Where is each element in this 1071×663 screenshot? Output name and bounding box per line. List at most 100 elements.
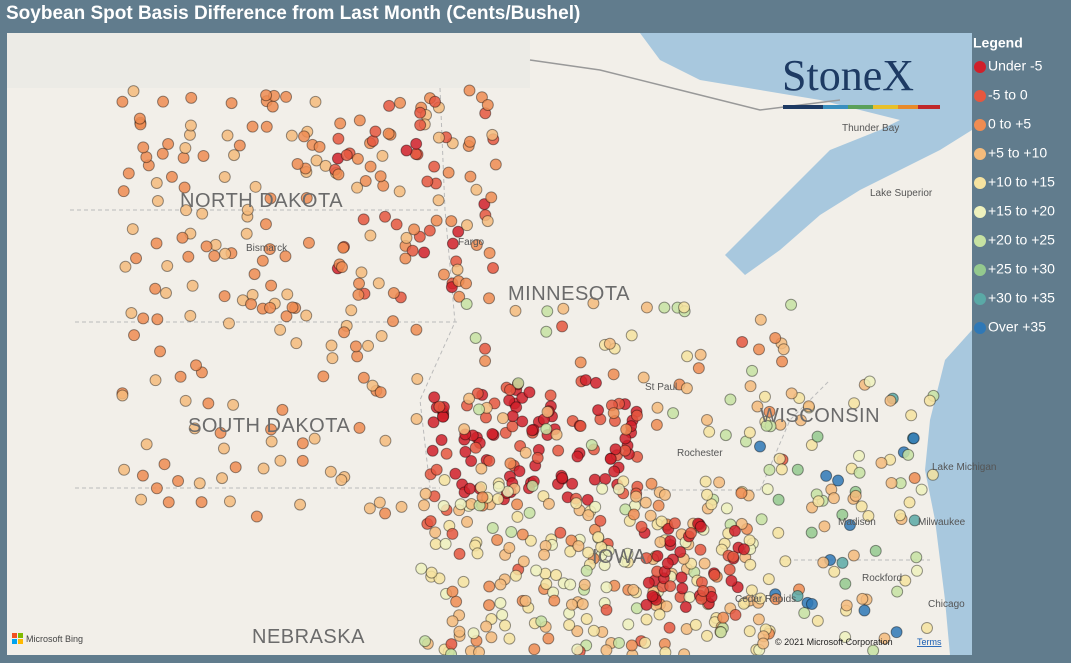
location-dot [600,603,613,616]
location-dot [698,557,711,570]
location-dot [176,231,189,244]
location-dot [473,646,486,655]
location-dot [483,454,496,467]
location-dot [376,149,389,162]
location-dot [476,491,489,504]
location-dot [891,585,904,598]
location-dot [126,223,139,236]
location-dot [713,476,726,489]
location-dot [550,428,563,441]
location-dot [869,544,882,557]
location-dot [571,450,584,463]
location-dot [653,608,666,621]
location-dot [122,167,135,180]
place-label: Lake Superior [870,188,933,199]
location-dot [294,498,307,511]
location-dot [499,619,512,632]
location-dot [451,263,464,276]
location-dot [351,181,364,194]
location-dot [915,483,928,496]
location-dot [150,482,163,495]
location-dot [516,528,529,541]
location-dot [430,463,443,476]
location-dot [446,585,459,598]
location-dot [763,405,776,418]
location-dot [724,393,737,406]
location-dot [400,144,413,157]
location-dot [582,509,595,522]
location-dot [453,290,466,303]
location-dot [227,398,240,411]
location-dot [491,492,504,505]
location-dot [579,374,592,387]
location-dot [151,313,164,326]
location-dot [351,152,364,165]
location-dot [300,191,313,204]
location-dot [492,480,505,493]
location-dot [640,552,653,565]
location-dot [461,219,474,232]
location-dot [276,403,289,416]
location-dot [523,506,536,519]
state-label: MINNESOTA [508,283,630,305]
place-label: Thunder Bay [842,123,899,134]
legend-label: +10 to +15 [988,174,1055,190]
place-label: Lake Michigan [932,462,996,473]
location-dot [483,599,496,612]
location-dot [302,236,315,249]
location-dot [326,352,339,365]
location-dot [298,130,311,143]
location-dot [424,515,437,528]
location-dot [352,288,365,301]
location-dot [428,160,441,173]
location-dot [908,472,921,485]
location-dot [487,262,500,275]
location-dot [735,517,748,530]
place-label: Madison [838,517,876,528]
location-dot [625,329,638,342]
legend-swatch [974,264,986,276]
location-dot [818,520,831,533]
location-dot [410,413,423,426]
location-dot [627,583,640,596]
location-dot [353,114,366,127]
location-dot [433,572,446,585]
location-dot [719,429,732,442]
location-dot [548,594,561,607]
location-dot [571,643,584,655]
location-dot [453,625,466,638]
legend-label: +25 to +30 [988,261,1055,277]
location-dot [475,462,488,475]
location-dot [676,582,689,595]
location-dot [478,198,491,211]
location-dot [811,614,824,627]
location-dot [149,282,162,295]
location-dot [592,404,605,417]
location-dot [362,339,375,352]
location-dot [345,304,358,317]
location-dot [228,149,241,162]
location-dot [218,170,231,183]
location-dot [180,204,193,217]
location-dot [427,416,440,429]
location-dot [116,95,129,108]
location-dot [414,119,427,132]
location-dot [486,521,499,534]
location-dot [625,639,638,652]
terms-link[interactable]: Terms [917,637,942,647]
location-dot [379,210,392,223]
location-dot [410,323,423,336]
location-dot [432,194,445,207]
location-dot [445,648,458,655]
location-dot [435,433,448,446]
location-dot [582,546,595,559]
location-dot [413,230,426,243]
location-dot [467,627,480,640]
location-dot [279,250,292,263]
location-dot [496,412,509,425]
location-dot [450,595,463,608]
location-dot [642,576,655,589]
location-dot [429,526,442,539]
location-dot [723,563,736,576]
location-dot [260,120,273,133]
